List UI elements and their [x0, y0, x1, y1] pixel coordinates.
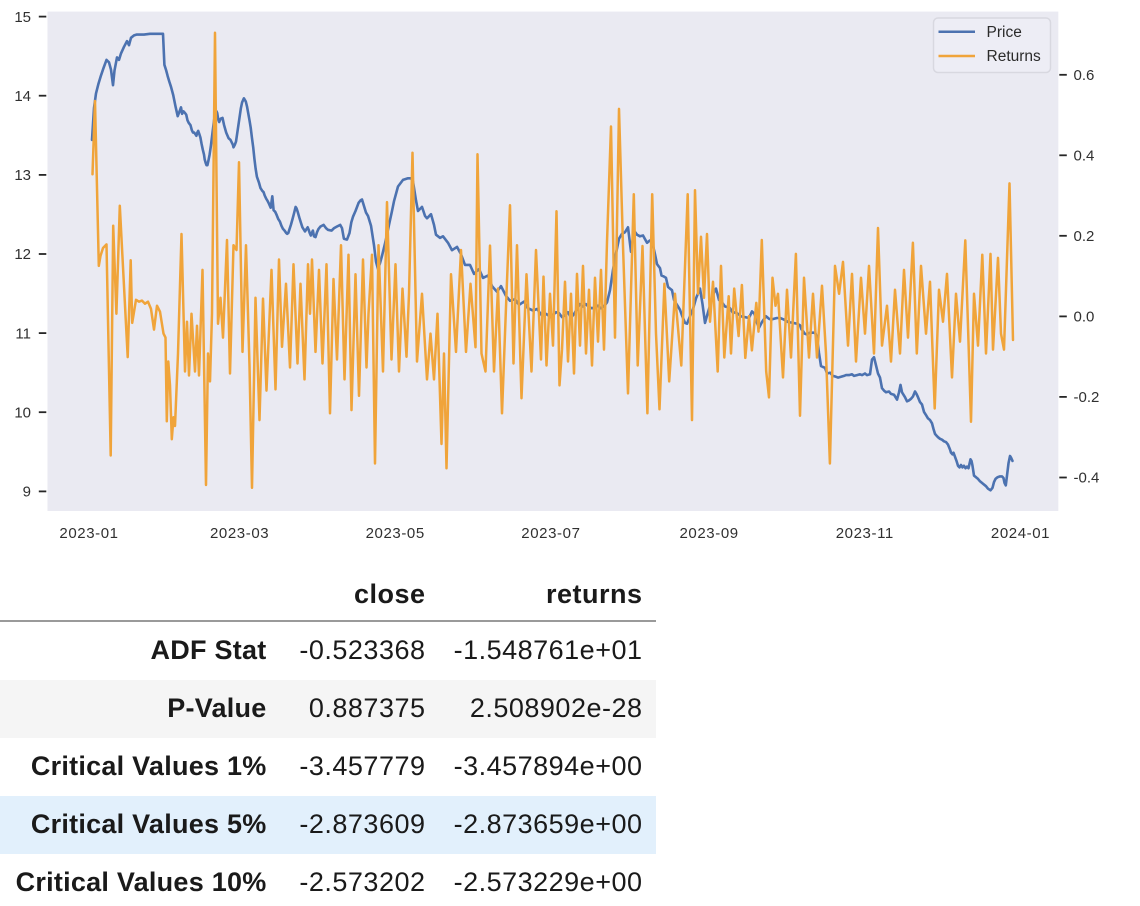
- svg-text:2023-01: 2023-01: [59, 525, 118, 542]
- svg-text:0.6: 0.6: [1074, 67, 1095, 84]
- svg-text:2024-01: 2024-01: [991, 525, 1050, 542]
- svg-text:14: 14: [14, 88, 31, 105]
- svg-text:0.0: 0.0: [1074, 309, 1095, 326]
- svg-text:10: 10: [14, 404, 31, 421]
- svg-text:12: 12: [14, 246, 31, 263]
- svg-text:15: 15: [14, 9, 31, 26]
- svg-text:Returns: Returns: [987, 48, 1042, 65]
- svg-text:2023-11: 2023-11: [836, 525, 894, 542]
- svg-text:2023-05: 2023-05: [366, 525, 425, 542]
- svg-text:0.4: 0.4: [1074, 148, 1095, 165]
- svg-text:-0.2: -0.2: [1074, 389, 1100, 406]
- svg-text:Price: Price: [987, 24, 1022, 41]
- svg-text:2023-03: 2023-03: [210, 525, 269, 542]
- svg-text:2023-07: 2023-07: [521, 525, 580, 542]
- svg-text:13: 13: [14, 167, 31, 184]
- svg-text:11: 11: [15, 325, 31, 342]
- svg-text:2023-09: 2023-09: [679, 525, 738, 542]
- svg-text:0.2: 0.2: [1074, 228, 1095, 245]
- svg-text:9: 9: [23, 484, 31, 501]
- svg-text:-0.4: -0.4: [1074, 470, 1100, 487]
